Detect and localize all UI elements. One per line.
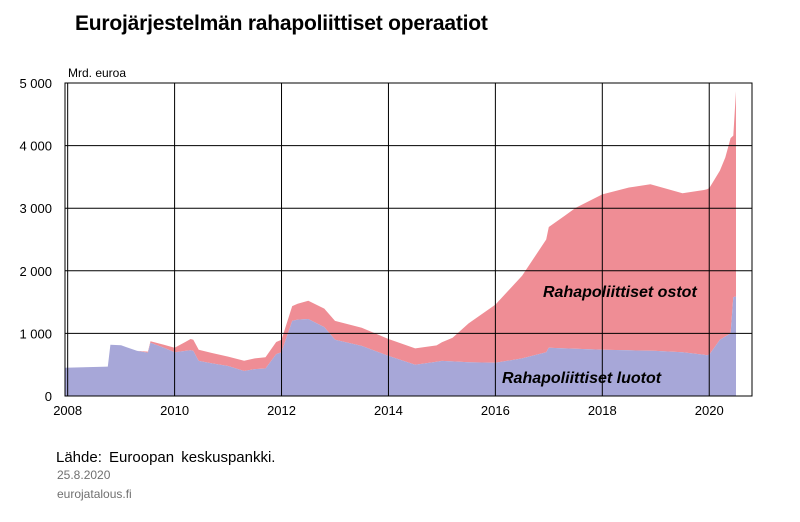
x-tick-label: 2016 <box>481 403 510 418</box>
x-tick-labels: 2008 2010 2012 2014 2016 2018 2020 <box>53 403 723 418</box>
y-tick-label: 0 <box>45 389 52 404</box>
x-tick-label: 2012 <box>267 403 296 418</box>
y-tick-label: 1 000 <box>19 326 52 341</box>
publish-date: 25.8.2020 <box>57 468 111 482</box>
plot-frame <box>64 82 753 397</box>
annotation-ostot: Rahapoliittiset ostot <box>543 284 697 301</box>
site-name: eurojatalous.fi <box>57 487 132 501</box>
chart-grid <box>64 82 753 397</box>
annotation-luotot: Rahapoliittiset luotot <box>502 370 662 387</box>
chart-areas <box>65 91 736 396</box>
y-tick-label: 5 000 <box>19 76 52 91</box>
x-tick-label: 2010 <box>160 403 189 418</box>
y-axis-unit-label: Mrd. euroa <box>68 66 126 80</box>
y-tick-label: 2 000 <box>19 264 52 279</box>
x-tick-label: 2018 <box>588 403 617 418</box>
source-note: Lähde: Euroopan keskuspankki. <box>56 449 276 466</box>
y-tick-labels: 0 1 000 2 000 3 000 4 000 5 000 <box>19 76 52 404</box>
chart-title: Eurojärjestelmän rahapoliittiset operaat… <box>75 12 488 35</box>
y-tick-label: 3 000 <box>19 201 52 216</box>
area-rahapoliittiset-luotot <box>65 296 736 396</box>
x-tick-label: 2008 <box>53 403 82 418</box>
x-tick-label: 2020 <box>695 403 724 418</box>
x-tick-label: 2014 <box>374 403 403 418</box>
y-tick-label: 4 000 <box>19 139 52 154</box>
area-rahapoliittiset-ostot <box>65 91 736 371</box>
